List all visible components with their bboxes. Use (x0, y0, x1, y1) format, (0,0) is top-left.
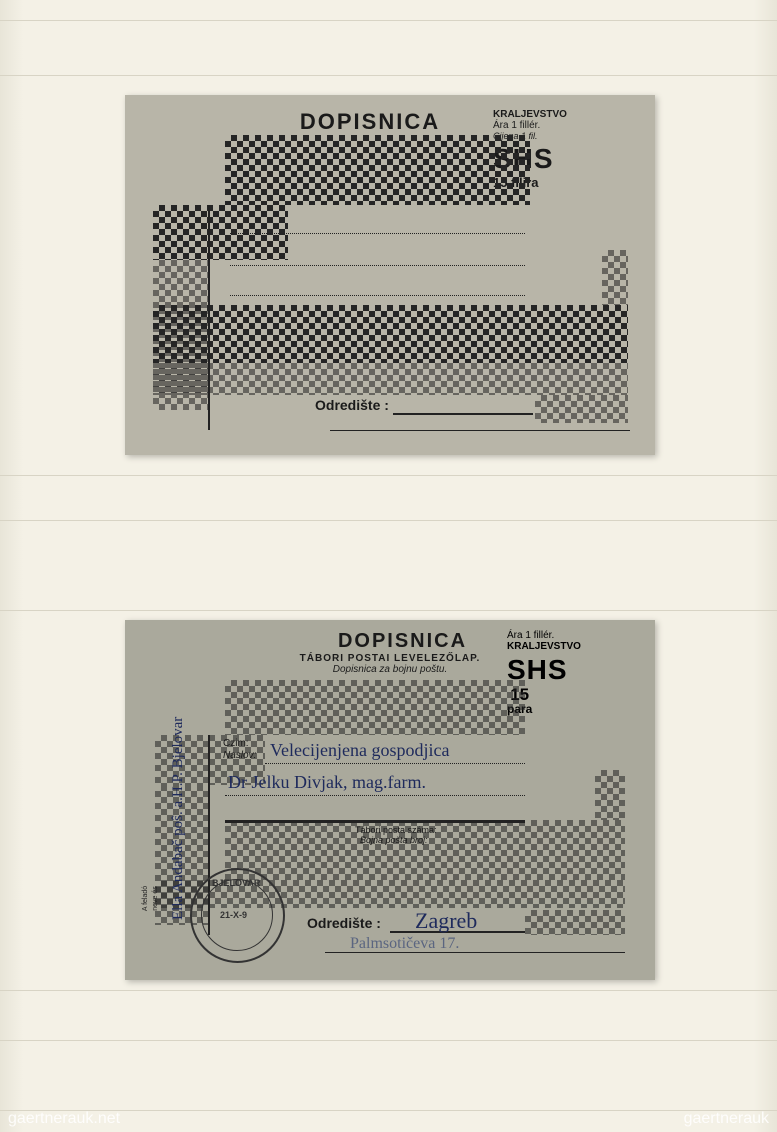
card1-odrediste-label: Odredište : (315, 397, 389, 413)
card1-ara: Ára 1 fillér. (493, 120, 633, 131)
card2-mid-label2: Bojna pošta broj: (360, 835, 428, 845)
album-rule (0, 1040, 777, 1041)
hatch-block (153, 305, 628, 363)
album-rule (0, 610, 777, 611)
hatch-block (225, 135, 530, 205)
album-rule (0, 475, 777, 476)
card2-hw-line1: Velecijenjena gospodjica (270, 740, 449, 761)
card2-cim: Czim: (223, 738, 249, 749)
card2-naslov: Naslov: (223, 750, 256, 761)
card1-addr-line (230, 295, 525, 296)
watermark-left: gaertnerauk.net (8, 1110, 120, 1128)
album-page: DOPISNICA KRALJEVSTVO Ára 1 fillér. Cije… (0, 0, 777, 1132)
card2-hw-line2: Dr Jelku Divjak, mag.farm. (228, 772, 426, 793)
card2-hw-street: Palmsotičeva 17. (350, 935, 459, 953)
watermark-right: gaertnerauk (684, 1110, 769, 1128)
card2-overprint: Ára 1 fillér. KRALJEVSTVO SHS 15 para (507, 630, 637, 718)
card2-shs: SHS (507, 654, 637, 686)
card2-kraljevstvo: KRALJEVSTVO (507, 641, 637, 652)
hatch-block (525, 910, 625, 935)
hatch-block (225, 680, 525, 735)
card2-ara: Ára 1 fillér. (507, 630, 637, 641)
card2-odrediste-label: Odredište : (307, 915, 381, 931)
hatch-block (595, 770, 625, 820)
album-rule (0, 990, 777, 991)
postcard-bottom: DOPISNICA TÁBORI POSTAI LEVELEZŐLAP. Dop… (125, 620, 655, 980)
hatch-block (153, 363, 628, 395)
card2-addr-line (265, 763, 525, 764)
hatch-block (602, 250, 628, 305)
card1-kraljevstvo: KRALJEVSTVO (493, 109, 633, 120)
album-rule (0, 75, 777, 76)
postcard-top: DOPISNICA KRALJEVSTVO Ára 1 fillér. Cije… (125, 95, 655, 455)
card2-sender-hw: Ella Andabač poŝ. a.H.P. Bjelovar (170, 660, 187, 920)
postmark-place: BJELOVAR (212, 878, 260, 888)
card2-hw-dest: Zagreb (415, 908, 477, 934)
album-rule (0, 520, 777, 521)
card2-tiny2: neve és (152, 886, 159, 911)
card1-vline (208, 205, 210, 430)
card1-title: DOPISNICA (247, 109, 493, 135)
card2-tiny1: A feladó (142, 886, 149, 911)
postmark-circle: BJELOVAR 21-X-9 (190, 868, 285, 963)
card1-odrediste-line (393, 413, 533, 415)
card2-addr-line (225, 795, 525, 796)
card2-mid-label1: Tábori posta száma: (355, 825, 437, 835)
card1-bottom-line (330, 430, 630, 431)
card1-addr-line (230, 265, 525, 266)
card2-thick-line (225, 820, 525, 823)
album-rule (0, 20, 777, 21)
postmark-date: 21-X-9 (220, 910, 247, 920)
hatch-block (535, 395, 628, 423)
card1-addr-line (230, 233, 525, 234)
